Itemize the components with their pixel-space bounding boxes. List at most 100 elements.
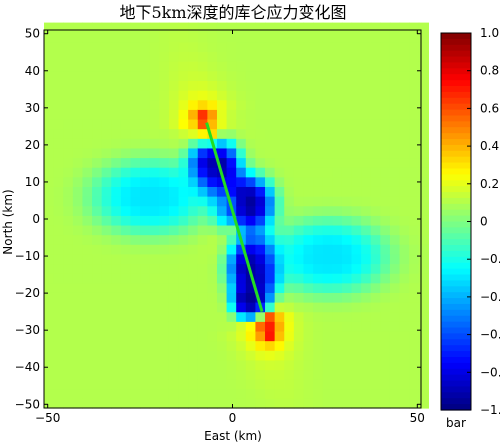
heatmap-cell (101, 80, 112, 91)
heatmap-cell (380, 340, 391, 351)
heatmap-cell (207, 321, 218, 332)
heatmap-cell (159, 321, 170, 332)
heatmap-cell (72, 157, 84, 168)
heatmap-cell (255, 244, 266, 255)
heatmap-cell (274, 263, 285, 274)
heatmap-cell (120, 138, 132, 149)
y-tick-label: −50 (15, 397, 40, 411)
colorbar (440, 32, 472, 411)
heatmap-cell (130, 359, 141, 371)
heatmap-cell (399, 167, 410, 178)
heatmap-cell (274, 196, 285, 207)
heatmap-cell (265, 176, 276, 187)
heatmap-cell (130, 41, 141, 53)
heatmap-cell (418, 196, 429, 207)
heatmap-cell (274, 340, 285, 351)
heatmap-cell (178, 302, 189, 313)
heatmap-cell (351, 147, 362, 159)
heatmap-cell (418, 359, 429, 371)
heatmap-cell (284, 32, 295, 43)
heatmap-cell (341, 205, 353, 216)
heatmap-cell (351, 41, 362, 53)
heatmap-cell (63, 263, 74, 274)
heatmap-cell (236, 369, 247, 380)
heatmap-cell (341, 311, 353, 322)
heatmap-cell (111, 398, 122, 409)
heatmap-cell (380, 118, 391, 130)
heatmap-cell (293, 330, 305, 342)
heatmap-cell (207, 273, 218, 284)
colorbar-segment (441, 356, 471, 364)
heatmap-cell (313, 109, 324, 120)
heatmap-cell (82, 51, 93, 62)
heatmap-cell (284, 273, 295, 284)
heatmap-cell (101, 350, 112, 361)
heatmap-cell (159, 128, 170, 139)
colorbar-segment (441, 298, 471, 305)
heatmap-cell (197, 224, 208, 236)
heatmap-cell (332, 253, 343, 265)
heatmap-cell (82, 398, 93, 409)
heatmap-cell (53, 147, 64, 159)
heatmap-cell (44, 90, 55, 101)
heatmap-cell (72, 263, 84, 274)
heatmap-cell (207, 70, 218, 81)
heatmap-cell (418, 51, 429, 62)
heatmap-cell (44, 263, 55, 274)
heatmap-cell (44, 205, 55, 216)
heatmap-cell (265, 369, 276, 380)
heatmap-cell (63, 22, 74, 33)
heatmap-cell (111, 90, 122, 101)
heatmap-cell (168, 80, 180, 91)
heatmap-cell (149, 118, 160, 130)
heatmap-cell (53, 128, 64, 139)
heatmap-cell (399, 61, 410, 72)
heatmap-cell (111, 128, 122, 139)
heatmap-cell (130, 369, 141, 380)
heatmap-cell (82, 292, 93, 303)
heatmap-cell (409, 302, 420, 313)
heatmap-cell (370, 340, 381, 351)
heatmap-cell (303, 32, 314, 43)
heatmap-cell (63, 128, 74, 139)
heatmap-cell (265, 224, 276, 236)
heatmap-cell (140, 215, 151, 226)
colorbar-tick-label: 0.2 (480, 177, 499, 191)
heatmap-cell (284, 321, 295, 332)
heatmap-cell (303, 224, 314, 236)
heatmap-cell (120, 128, 132, 139)
heatmap-cell (178, 22, 189, 33)
heatmap-cell (53, 302, 64, 313)
heatmap-cell (168, 369, 180, 380)
heatmap-cell (159, 147, 170, 159)
heatmap-cell (101, 292, 112, 303)
heatmap-cell (293, 359, 305, 371)
heatmap-cell (101, 311, 112, 322)
heatmap-cell (255, 263, 266, 274)
heatmap-cell (149, 340, 160, 351)
heatmap-cell (409, 90, 420, 101)
heatmap-cell (274, 70, 285, 81)
heatmap-cell (418, 205, 429, 216)
heatmap-cell (226, 109, 237, 120)
heatmap-cell (101, 234, 112, 245)
heatmap-cell (92, 340, 103, 351)
heatmap-cell (207, 388, 218, 399)
heatmap-cell (92, 157, 103, 168)
heatmap-cell (140, 292, 151, 303)
heatmap-cell (72, 292, 84, 303)
heatmap-cell (120, 70, 132, 81)
colorbar-segment (441, 127, 471, 134)
heatmap-cell (332, 330, 343, 342)
heatmap-cell (399, 388, 410, 399)
heatmap-cell (265, 379, 276, 390)
heatmap-cell (72, 215, 84, 226)
heatmap-cell (197, 388, 208, 399)
colorbar-segment (441, 233, 471, 240)
heatmap-cell (351, 186, 362, 197)
heatmap-cell (92, 118, 103, 130)
heatmap-cell (303, 282, 314, 293)
heatmap-cell (322, 90, 333, 101)
heatmap-cell (168, 282, 180, 293)
heatmap-cell (361, 388, 372, 399)
